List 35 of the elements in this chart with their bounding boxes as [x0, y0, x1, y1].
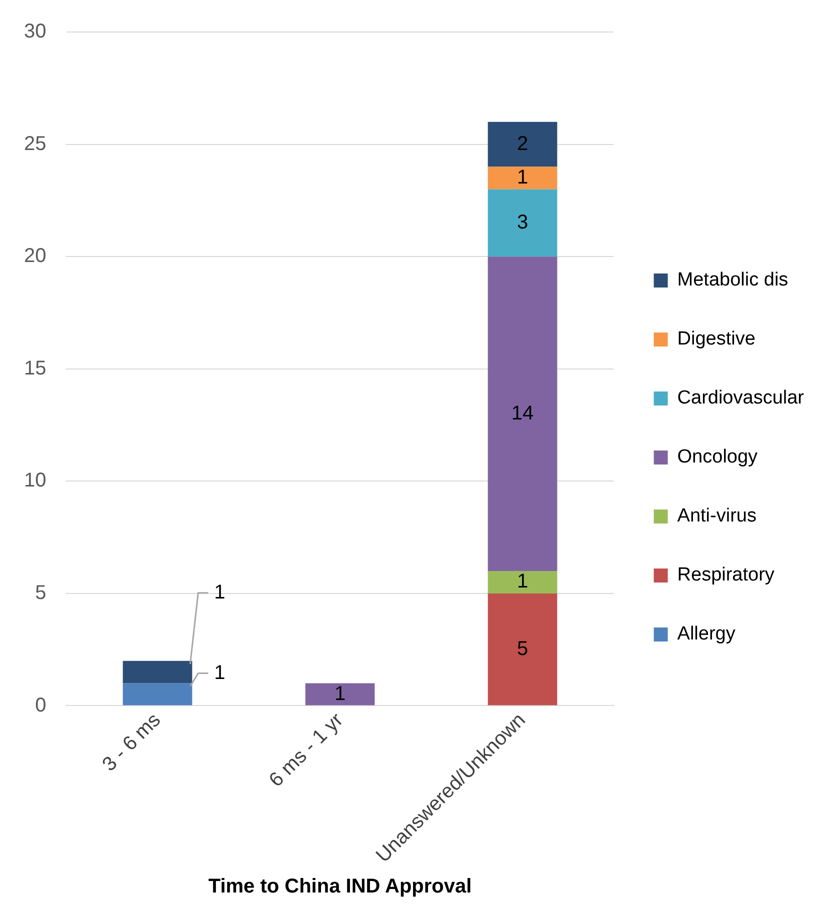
y-tick-label: 20: [24, 245, 46, 268]
legend-label: Anti-virus: [677, 506, 756, 527]
x-axis-title: Time to China IND Approval: [208, 876, 472, 898]
bar: [488, 570, 558, 594]
bar: [122, 683, 192, 706]
y-tick-label: 15: [24, 357, 46, 380]
data-label: 1: [214, 662, 226, 684]
data-label: 5: [516, 638, 528, 660]
legend-label: Cardiovascular: [677, 388, 805, 409]
y-tick-label: 5: [35, 582, 46, 604]
y-tick-label: 10: [24, 470, 46, 492]
legend-label: Digestive: [677, 328, 756, 350]
bar: [488, 189, 558, 257]
x-tick-label: 3 - 6 ms: [98, 709, 165, 776]
data-label: 1: [516, 570, 528, 593]
bar: [488, 593, 558, 706]
legend-label: Allergy: [677, 624, 736, 645]
bar: [488, 166, 558, 190]
x-tick-label: 6 ms - 1 yr: [265, 708, 348, 792]
y-tick-label: 0: [35, 694, 46, 716]
legend-label: Oncology: [677, 446, 758, 468]
legend-label: Respiratory: [677, 564, 775, 586]
bar: [488, 256, 558, 571]
bar: [305, 683, 375, 706]
data-label: 14: [511, 402, 534, 424]
bar: [488, 122, 558, 167]
legend-label: Metabolic dis: [677, 270, 788, 291]
data-label: 1: [334, 682, 346, 705]
data-label: 2: [516, 132, 528, 155]
data-label: 3: [516, 211, 528, 234]
bar: [122, 660, 192, 684]
y-tick-label: 25: [24, 132, 46, 155]
data-label: 1: [516, 166, 528, 188]
y-tick-label: 30: [24, 20, 46, 43]
data-label: 1: [214, 581, 226, 604]
